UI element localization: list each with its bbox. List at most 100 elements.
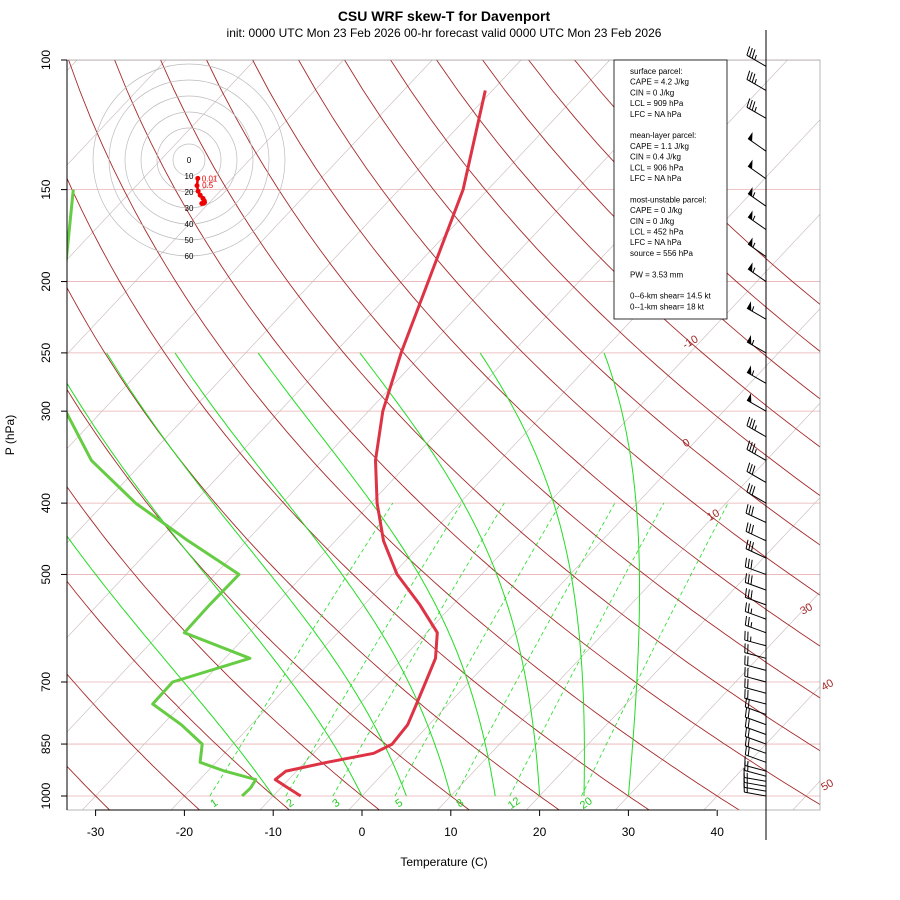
dry-adiabat bbox=[67, 673, 201, 810]
wind-barb bbox=[746, 334, 767, 354]
info-line: most-unstable parcel: bbox=[630, 195, 706, 204]
info-line: 0--1-km shear= 18 kt bbox=[630, 302, 705, 311]
wind-barb bbox=[746, 416, 767, 438]
mixing-ratio-line bbox=[454, 502, 616, 797]
moist-adiabat bbox=[603, 352, 640, 797]
info-box-frame bbox=[613, 59, 728, 320]
wind-barb bbox=[745, 539, 767, 559]
isotherm-line bbox=[348, 308, 820, 810]
wind-barb bbox=[746, 393, 767, 412]
wind-barb bbox=[744, 573, 767, 591]
dry-adiabat bbox=[390, 60, 820, 497]
y-tick-label: 200 bbox=[39, 271, 53, 291]
wind-barb bbox=[744, 689, 767, 705]
hodograph-ring-label: 30 bbox=[185, 204, 194, 213]
wind-barb bbox=[743, 768, 767, 782]
info-line: surface parcel: bbox=[630, 67, 682, 76]
wind-barb bbox=[744, 602, 767, 620]
info-line: CAPE = 1.1 J/kg bbox=[630, 142, 689, 151]
info-line: CIN = 0 J/kg bbox=[630, 88, 674, 97]
isotherm-line bbox=[792, 780, 820, 810]
x-tick-label: -20 bbox=[176, 825, 194, 839]
isotherm-line bbox=[67, 60, 167, 166]
isotherm-line bbox=[170, 119, 820, 810]
dry-adiabat bbox=[160, 60, 820, 752]
hodograph-point bbox=[194, 183, 200, 189]
hodograph-ring bbox=[124, 95, 254, 225]
isotherm-line bbox=[67, 60, 522, 544]
axes: -30 -20 -10 0 10 20 30 401001502002503004005007… bbox=[39, 50, 724, 839]
hodograph-point-label: 0.5 bbox=[202, 181, 214, 190]
dry-adiabat-label: 40 bbox=[819, 677, 836, 694]
isotherm-line bbox=[67, 60, 255, 261]
info-line: source = 556 hPa bbox=[630, 249, 693, 258]
wind-barb bbox=[747, 237, 767, 258]
info-line: LFC = NA hPa bbox=[630, 238, 682, 247]
dry-adiabat bbox=[67, 580, 291, 810]
moist-adiabat bbox=[479, 352, 585, 796]
dewpoint-profile bbox=[67, 189, 258, 798]
wind-barb bbox=[746, 440, 767, 461]
dry-adiabat bbox=[114, 60, 820, 806]
wind-barb bbox=[747, 187, 767, 207]
hodograph-ring bbox=[172, 143, 206, 177]
dry-adiabat bbox=[67, 486, 381, 810]
wind-barb bbox=[744, 667, 767, 683]
isotherm-line bbox=[525, 497, 820, 810]
chart-title: CSU WRF skew-T for Davenport bbox=[338, 8, 551, 24]
info-line: LCL = 909 hPa bbox=[630, 99, 684, 108]
info-line: CAPE = 0 J/kg bbox=[630, 206, 682, 215]
x-tick-label: 40 bbox=[711, 825, 725, 839]
wind-barb bbox=[744, 717, 767, 735]
info-line: LCL = 452 hPa bbox=[630, 228, 684, 237]
hodograph-point bbox=[199, 201, 205, 207]
wind-barb bbox=[746, 98, 767, 119]
moist-adiabat bbox=[174, 352, 452, 797]
dry-adiabat bbox=[436, 60, 820, 448]
hodograph-ring-label: 0 bbox=[187, 156, 192, 165]
isotherm-line bbox=[437, 402, 820, 810]
hodograph-ring-label: 40 bbox=[185, 220, 194, 229]
mixing-ratio-line bbox=[509, 502, 665, 797]
wind-barb bbox=[744, 756, 767, 772]
wind-barb bbox=[746, 70, 767, 91]
dry-adiabat bbox=[67, 177, 650, 810]
dry-adiabat bbox=[252, 60, 820, 647]
moist-adiabat bbox=[257, 352, 496, 797]
wind-barb bbox=[746, 462, 767, 483]
mixing-ratio-label: 12 bbox=[506, 795, 523, 812]
wind-barb bbox=[744, 588, 767, 606]
profiles bbox=[67, 90, 487, 798]
x-tick-label: -30 bbox=[87, 825, 105, 839]
hodograph-ring bbox=[92, 63, 286, 257]
dry-adiabat-label: 10 bbox=[705, 507, 722, 524]
y-tick-label: 150 bbox=[39, 179, 53, 199]
dry-adiabat bbox=[67, 388, 471, 810]
y-tick-label: 100 bbox=[39, 50, 53, 70]
y-tick-label: 1000 bbox=[39, 782, 53, 809]
moist-adiabat bbox=[67, 535, 274, 797]
hodograph-ring bbox=[108, 79, 270, 241]
x-tick-label: 30 bbox=[622, 825, 636, 839]
mixing-ratio-label: 8 bbox=[454, 797, 466, 810]
mixing-ratio-line bbox=[581, 502, 729, 797]
dry-adiabat bbox=[67, 286, 561, 810]
hodograph-ring-label: 20 bbox=[185, 188, 194, 197]
y-tick-label: 400 bbox=[39, 493, 53, 513]
info-line: LFC = NA hPa bbox=[630, 110, 682, 119]
wind-barb bbox=[747, 210, 767, 231]
hodograph-ring bbox=[156, 127, 222, 193]
background-grid bbox=[67, 60, 820, 810]
wind-barb bbox=[744, 736, 767, 754]
wind-barb bbox=[744, 615, 767, 634]
x-tick-label: 0 bbox=[359, 825, 366, 839]
wind-barb bbox=[744, 630, 767, 647]
y-tick-label: 300 bbox=[39, 401, 53, 421]
moist-adiabat bbox=[106, 352, 407, 797]
wind-barb bbox=[745, 522, 767, 542]
hodograph-point-label: 0.01 bbox=[202, 174, 218, 183]
mixing-ratio-line bbox=[209, 502, 394, 797]
wind-barb bbox=[747, 262, 767, 282]
